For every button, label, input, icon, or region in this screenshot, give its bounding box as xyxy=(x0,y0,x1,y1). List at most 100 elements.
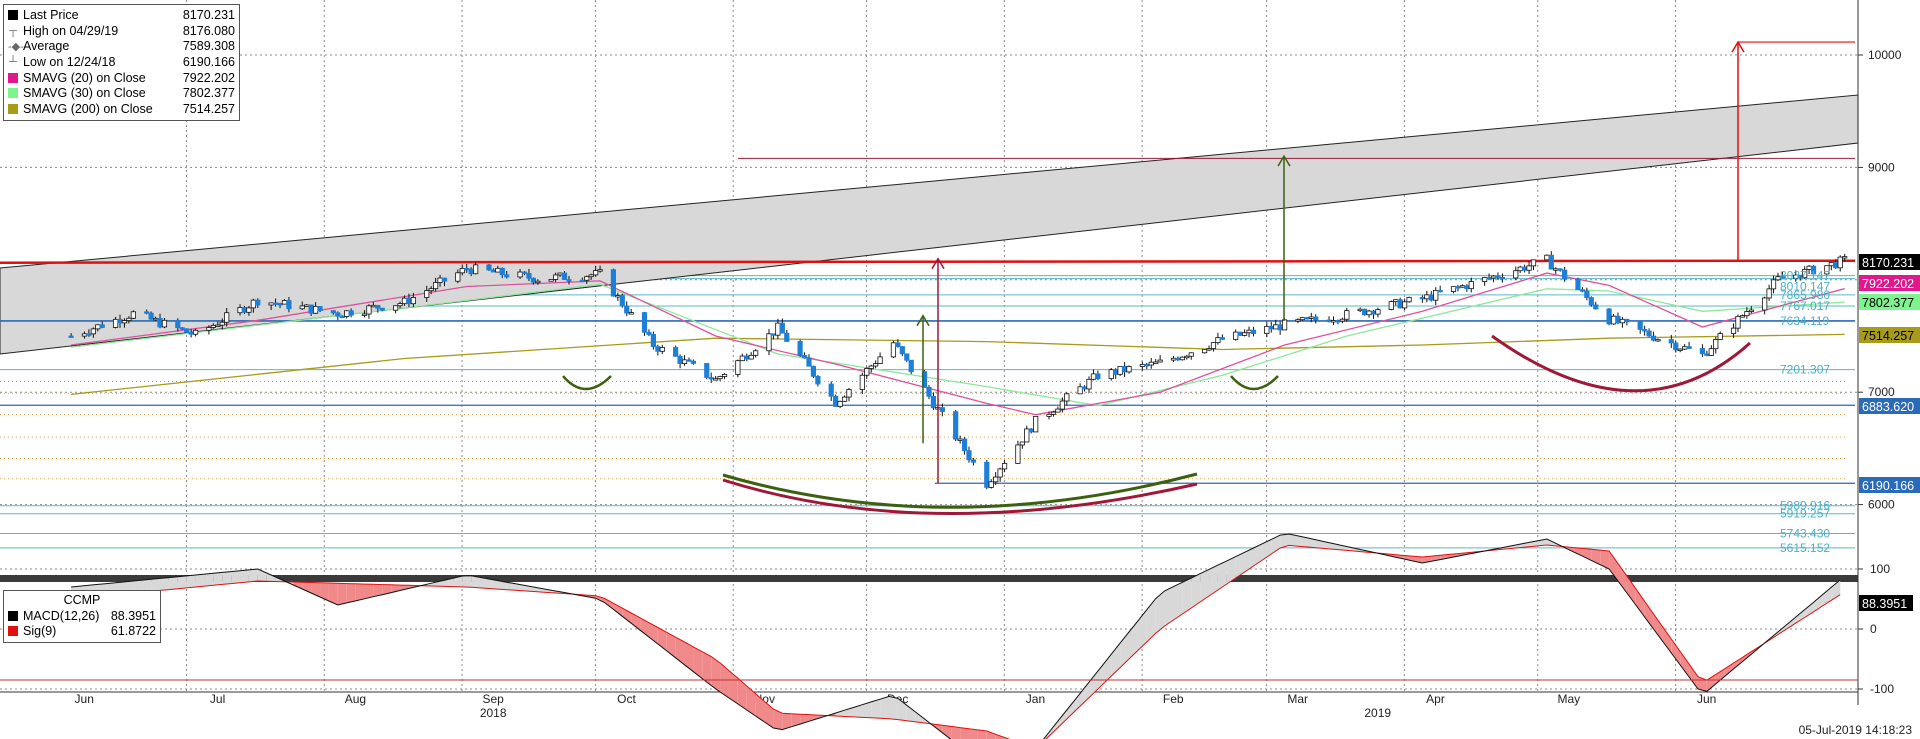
candle-body xyxy=(81,333,88,337)
candle-body xyxy=(1490,275,1497,279)
candle-body xyxy=(1273,324,1279,330)
macd-histogram-area xyxy=(204,573,214,587)
candle-body xyxy=(468,268,474,275)
candle-body xyxy=(1437,289,1443,293)
candle-body xyxy=(144,311,150,314)
macd-histogram-area xyxy=(1200,569,1210,602)
candle-body xyxy=(112,318,119,328)
candle-body xyxy=(1748,309,1754,312)
candle-body xyxy=(1028,428,1034,433)
candle-body xyxy=(179,327,185,330)
legend-label: Last Price xyxy=(23,7,79,22)
candle-body xyxy=(219,321,225,326)
candle-body xyxy=(148,312,154,320)
candle-body xyxy=(1704,353,1710,356)
candle-body xyxy=(1295,319,1301,322)
candle-body xyxy=(993,476,999,483)
candle-body xyxy=(1246,329,1252,334)
candle-body xyxy=(530,277,536,283)
macd-histogram-area xyxy=(1280,533,1290,548)
candle-body xyxy=(673,347,679,357)
candle-body xyxy=(1730,327,1737,334)
macd-legend: CCMP MACD(12,26) 88.3951 Sig(9) 61.8722 xyxy=(3,590,161,643)
macd-histogram-area xyxy=(302,582,312,593)
candle-body xyxy=(1086,378,1092,390)
macd-histogram-area xyxy=(791,713,801,727)
candle-body xyxy=(899,346,905,355)
macd-histogram-area xyxy=(1813,594,1823,612)
macd-histogram-area xyxy=(1600,550,1610,569)
value-badge xyxy=(1859,398,1920,414)
macd-histogram-area xyxy=(400,585,409,591)
legend-value: 8170.231 xyxy=(182,7,235,22)
candle-body xyxy=(1433,289,1439,301)
candle-body xyxy=(890,342,897,358)
candle-body xyxy=(1117,365,1123,375)
macd-value-badge xyxy=(1859,595,1913,611)
candle-body xyxy=(1735,315,1741,329)
macd-histogram-area xyxy=(213,572,223,586)
legend-value: 7514.257 xyxy=(182,101,235,116)
candle-body xyxy=(1304,317,1310,320)
macd-histogram-area xyxy=(853,704,863,718)
candle-body xyxy=(1526,265,1532,271)
candle-body xyxy=(192,329,199,335)
candle-body xyxy=(1762,297,1768,311)
candle-body xyxy=(344,310,350,317)
macd-histogram-area xyxy=(613,603,623,617)
legend-row-macd: MACD(12,26) 88.3951 xyxy=(8,608,156,624)
macd-histogram-area xyxy=(1129,620,1138,659)
legend-label: Sig(9) xyxy=(23,624,57,639)
candle-body xyxy=(966,450,972,461)
candle-body xyxy=(246,307,252,313)
candle-body xyxy=(1619,318,1626,324)
macd-histogram-area xyxy=(1297,535,1307,547)
macd-histogram-area xyxy=(1671,639,1681,665)
candle-body xyxy=(997,468,1003,478)
value-badge xyxy=(1859,294,1920,310)
macd-histogram-area xyxy=(248,569,258,582)
legend-value: 7802.377 xyxy=(182,86,235,101)
candle-body xyxy=(504,274,510,278)
candle-body xyxy=(1464,285,1470,290)
macd-histogram-area xyxy=(133,580,143,593)
candle-body xyxy=(366,305,372,315)
candle-body xyxy=(1677,348,1683,351)
macd-histogram-area xyxy=(177,575,187,589)
candle-body xyxy=(566,279,572,282)
candle-body xyxy=(268,302,274,306)
candle-body xyxy=(1593,304,1599,310)
price-legend: Last Price 8170.231 ┬ High on 04/29/19 8… xyxy=(3,4,240,121)
macd-histogram-area xyxy=(346,583,356,603)
candle-body xyxy=(188,331,194,335)
macd-histogram-area xyxy=(1289,533,1298,547)
candle-body xyxy=(255,299,261,306)
macd-y-tick-label: 100 xyxy=(1870,562,1890,576)
candle-body xyxy=(1362,308,1368,316)
candle-body xyxy=(1468,281,1474,290)
candle-body xyxy=(68,335,74,338)
signal-swatch-icon xyxy=(8,626,18,637)
candle-body xyxy=(1095,373,1101,380)
macd-histogram-area xyxy=(951,726,961,739)
candle-body xyxy=(1139,364,1145,367)
macd-histogram-area xyxy=(595,595,605,603)
candle-body xyxy=(744,355,750,360)
candle-body xyxy=(708,377,714,380)
macd-histogram-area xyxy=(1546,539,1556,546)
legend-label: SMAVG (30) on Close xyxy=(23,86,146,101)
macd-histogram-area xyxy=(604,598,614,610)
candle-body xyxy=(864,368,870,376)
candle-body xyxy=(1575,278,1581,291)
macd-histogram-area xyxy=(471,575,481,588)
macd-histogram-area xyxy=(702,651,712,686)
candle-body xyxy=(401,297,408,305)
macd-histogram-area xyxy=(515,583,525,591)
candle-body xyxy=(1562,269,1568,280)
macd-histogram-area xyxy=(186,575,196,588)
candle-body xyxy=(339,315,345,319)
macd-histogram-area xyxy=(862,701,872,718)
candle-body xyxy=(1495,275,1501,278)
candle-body xyxy=(1250,329,1257,334)
candle-body xyxy=(717,376,723,380)
